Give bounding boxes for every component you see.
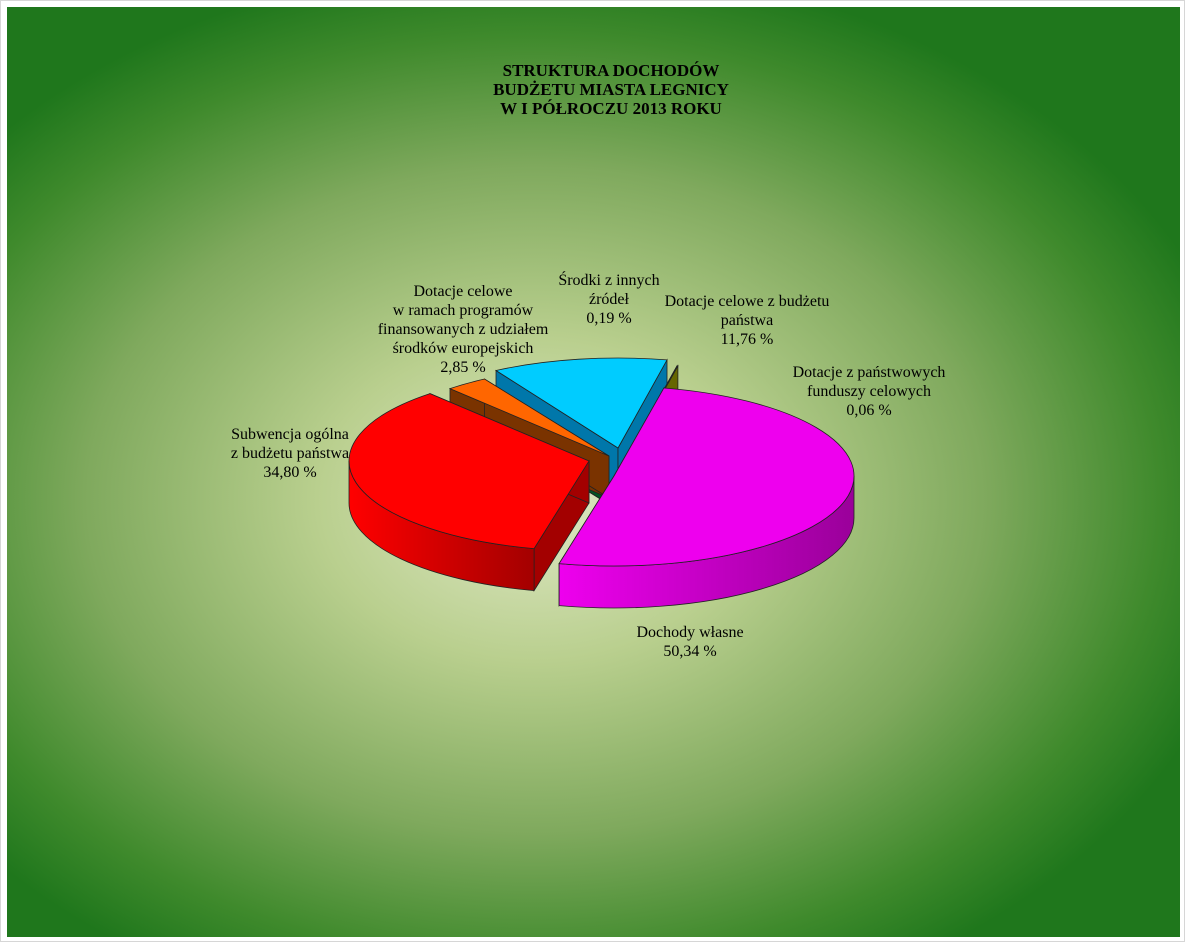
plot-area: STRUKTURA DOCHODÓW BUDŻETU MIASTA LEGNICY… xyxy=(7,7,1180,937)
slice-label: Środki z innych xyxy=(558,270,659,289)
slice-value-label: 11,76 % xyxy=(721,331,774,348)
pie-slice-top xyxy=(348,393,590,550)
pie-slice xyxy=(348,392,590,593)
slice-label: środków europejskich xyxy=(393,340,534,357)
slice-label: źródeł xyxy=(589,291,630,308)
slice-label: funduszy celowych xyxy=(807,383,931,400)
slice-label: Subwencja ogólna xyxy=(231,426,349,443)
slice-label: w ramach programów xyxy=(393,302,534,319)
chart-title-line: BUDŻETU MIASTA LEGNICY xyxy=(493,80,729,99)
slice-label: państwa xyxy=(721,312,773,329)
chart-title-line: STRUKTURA DOCHODÓW xyxy=(503,61,720,80)
chart-title-line: W I PÓŁROCZU 2013 ROKU xyxy=(500,99,722,118)
pie-slice xyxy=(558,386,855,609)
pie-slice-top xyxy=(558,387,855,567)
slice-value-label: 0,19 % xyxy=(586,310,631,327)
slice-label: Dotacje celowe z budżetu xyxy=(665,293,830,310)
pie-slice-top xyxy=(494,357,668,449)
slice-label: Dotacje z państwowych xyxy=(793,364,946,381)
slice-label: Dotacje celowe xyxy=(413,283,512,300)
pie-slice-top xyxy=(448,378,610,457)
slice-label: finansowanych z udziałem xyxy=(378,321,549,338)
slice-value-label: 50,34 % xyxy=(663,643,716,660)
slice-label: z budżetu państwa xyxy=(231,445,349,462)
slice-value-label: 34,80 % xyxy=(263,464,316,481)
slice-label: Dochody własne xyxy=(636,624,743,641)
slice-value-label: 2,85 % xyxy=(440,359,485,376)
slice-value-label: 0,06 % xyxy=(846,402,891,419)
